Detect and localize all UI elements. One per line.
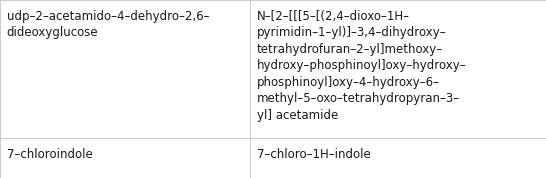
Bar — [0, 138, 250, 178]
Bar — [250, 138, 546, 178]
Text: N–[2–[[[5–[(2,4–dioxo–1H–
pyrimidin–1–yl)]–3,4–dihydroxy–
tetrahydrofuran–2–yl]m: N–[2–[[[5–[(2,4–dioxo–1H– pyrimidin–1–yl… — [257, 10, 466, 122]
Text: udp–2–acetamido–4–dehydro–2,6–
dideoxyglucose: udp–2–acetamido–4–dehydro–2,6– dideoxygl… — [7, 10, 209, 39]
Text: 7–chloro–1H–indole: 7–chloro–1H–indole — [257, 148, 370, 161]
Bar — [0, 0, 250, 138]
Text: 7–chloroindole: 7–chloroindole — [7, 148, 92, 161]
Bar — [250, 0, 546, 138]
